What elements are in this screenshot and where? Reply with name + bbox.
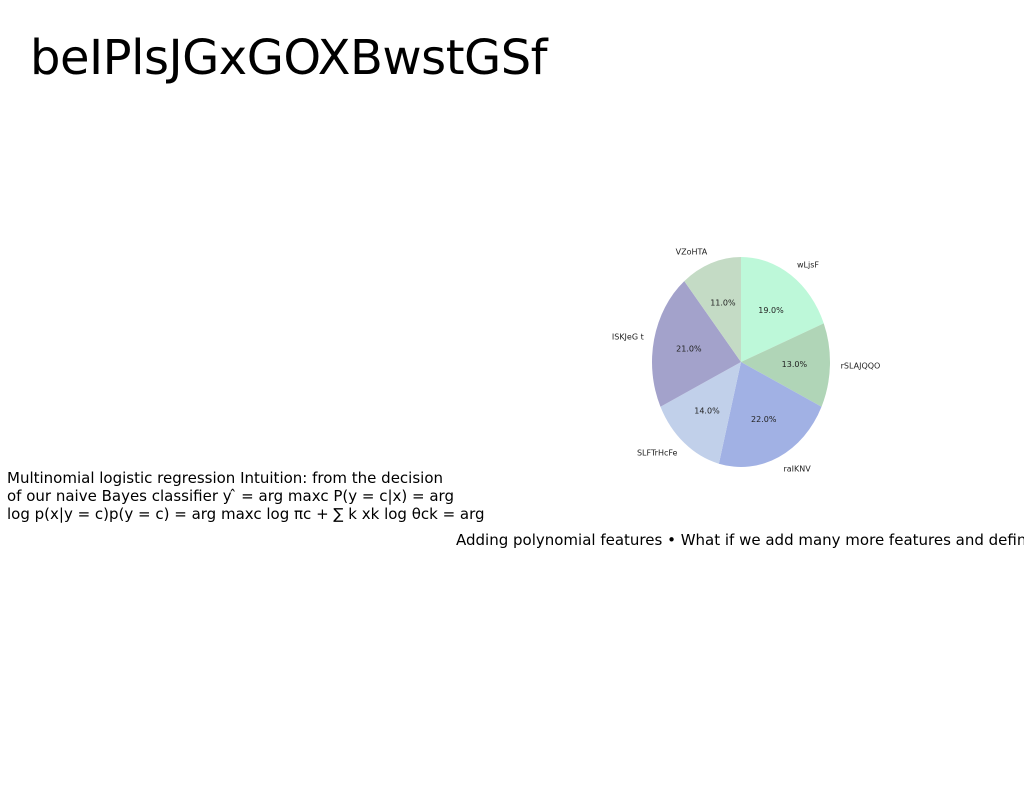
- pie-percent-label: 21.0%: [676, 344, 702, 353]
- pie-slice-wLjsF: [741, 257, 824, 362]
- pie-percent-label: 13.0%: [782, 360, 808, 369]
- pie-slice-rSLAJQQO: [741, 323, 830, 407]
- pie-category-label: rSLAJQQO: [841, 362, 881, 371]
- pie-category-label: wLjsF: [797, 261, 819, 270]
- pie-percent-label: 22.0%: [751, 415, 777, 424]
- pie-slice-ISKJeG t: [652, 281, 741, 407]
- pie-category-label: VZoHTA: [676, 247, 708, 256]
- pie-slice-SLFTrHcFe: [660, 362, 741, 464]
- pie-chart-svg: 19.0% wLjsF 13.0% rSLAJQQO 22.0% raIKNV 14.0% S…: [612, 247, 881, 473]
- left-text-line: log p(x|y = c)p(y = c) = arg maxc log πc…: [7, 505, 485, 523]
- pie-category-label: raIKNV: [783, 464, 811, 473]
- left-text-line: of our naive Bayes classifier y ̂ = arg …: [7, 487, 454, 505]
- pie-category-label: ISKJeG t: [612, 332, 644, 341]
- pie-category-label: SLFTrHcFe: [637, 449, 678, 458]
- slide-title: beIPlsJGxGOXBwstGSf: [30, 30, 548, 86]
- left-text-block: Multinomial logistic regression Intuitio…: [7, 469, 485, 523]
- pie-percent-label: 11.0%: [710, 299, 736, 308]
- left-text-line: Multinomial logistic regression Intuitio…: [7, 469, 444, 487]
- pie-slice-VZoHTA: [684, 257, 741, 362]
- pie-slice-raIKNV: [718, 362, 822, 467]
- right-text-line: Adding polynomial features • What if we …: [456, 531, 1024, 549]
- pie-chart: 19.0% wLjsF 13.0% rSLAJQQO 22.0% raIKNV 14.0% S…: [600, 235, 900, 485]
- pie-percent-label: 19.0%: [758, 306, 784, 315]
- pie-percent-label: 14.0%: [694, 407, 720, 416]
